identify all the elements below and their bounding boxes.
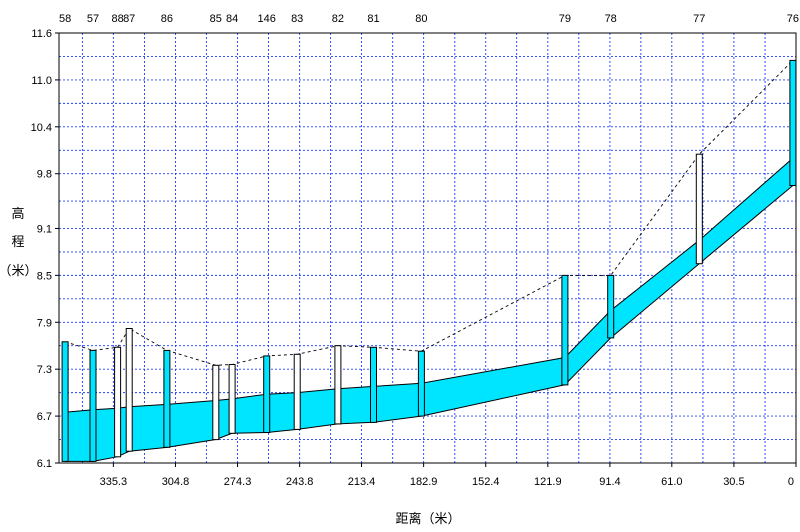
node-label-78: 78	[605, 13, 617, 25]
x-tick-label: 30.5	[723, 476, 744, 488]
y-tick-label: 7.3	[37, 364, 52, 376]
y-tick-label: 8.5	[37, 270, 52, 282]
x-axis-ticks: 335.3 304.8 274.3 243.8 213.4 182.9 152.4 121.9…	[100, 463, 797, 488]
manhole-58	[61, 341, 69, 462]
y-axis-label-1: 高	[11, 206, 24, 222]
manhole-86	[163, 349, 171, 448]
manhole-82	[334, 345, 342, 425]
x-tick-label: 182.9	[410, 476, 438, 488]
y-tick-label: 9.1	[37, 223, 52, 235]
manhole-81	[370, 346, 377, 423]
y-tick-label: 10.4	[31, 122, 52, 134]
node-label-88: 88	[111, 13, 123, 25]
y-tick-label: 11.0	[31, 75, 52, 87]
manhole-146	[263, 355, 271, 433]
node-label-85: 85	[210, 13, 222, 25]
x-tick-label: 61.0	[661, 476, 682, 488]
y-axis-label-2: 程	[11, 235, 24, 250]
x-tick-label: 213.4	[348, 476, 376, 488]
manhole-77	[695, 153, 703, 265]
node-label-77: 77	[693, 13, 705, 25]
x-tick-label: 243.8	[286, 476, 314, 488]
manhole-83	[293, 353, 301, 430]
node-label-83: 83	[291, 13, 303, 25]
manhole-78	[607, 274, 615, 339]
plot-border	[58, 32, 797, 464]
node-label-146: 146	[258, 13, 276, 25]
manholes	[61, 59, 797, 462]
x-tick-label: 91.4	[599, 476, 620, 488]
node-label-84: 84	[226, 13, 238, 25]
node-label-58: 58	[59, 13, 71, 25]
x-axis-label: 距离（米）	[395, 511, 460, 527]
pipe-flow-area	[65, 134, 797, 462]
manhole-57	[89, 349, 97, 462]
node-label-86: 86	[161, 13, 173, 25]
manhole-85	[212, 364, 220, 441]
manhole-87	[125, 328, 133, 452]
y-tick-label: 7.9	[37, 317, 52, 329]
node-label-79: 79	[559, 13, 571, 25]
x-tick-label: 121.9	[534, 476, 562, 488]
flow-fill	[65, 134, 797, 462]
y-tick-label: 11.6	[31, 28, 52, 40]
y-tick-label: 6.1	[37, 458, 52, 470]
node-label-87: 87	[123, 13, 135, 25]
x-tick-label: 335.3	[100, 476, 128, 488]
x-tick-label: 304.8	[162, 476, 190, 488]
manhole-76	[789, 59, 797, 186]
node-label-76: 76	[787, 13, 799, 25]
manhole-80	[417, 350, 425, 417]
x-tick-label: 274.3	[224, 476, 252, 488]
node-label-81: 81	[367, 13, 379, 25]
node-labels: 58 57 88 87 86 85 84 146 83 82 81 80 79 78 77 76	[59, 13, 799, 25]
manhole-79	[561, 274, 569, 386]
y-axis-ticks: 6.1 6.7 7.3 7.9 8.5 9.1 9.8 10.4 11.0 11.6	[31, 28, 59, 470]
node-label-57: 57	[87, 13, 99, 25]
x-tick-label: 0	[788, 476, 794, 488]
y-tick-label: 9.8	[37, 169, 52, 181]
manhole-88	[114, 346, 122, 458]
y-tick-label: 6.7	[37, 411, 52, 423]
node-label-82: 82	[332, 13, 344, 25]
x-tick-label: 152.4	[472, 476, 500, 488]
y-axis-label-3: （米）	[0, 264, 38, 279]
node-label-80: 80	[415, 13, 427, 25]
manhole-84	[228, 364, 236, 434]
